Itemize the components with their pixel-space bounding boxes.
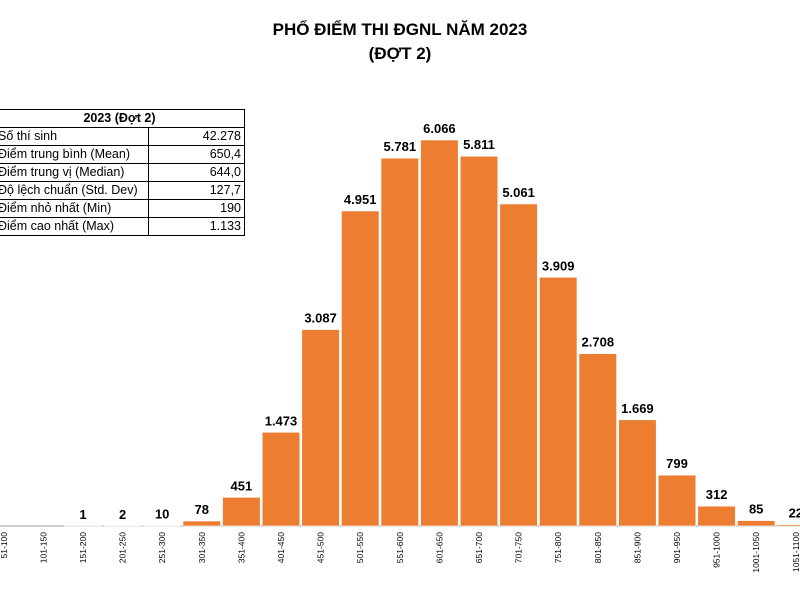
x-tick-label: 301-350 <box>197 532 207 563</box>
bar-value-label: 799 <box>666 456 688 471</box>
x-tick-label: 1051-1100 <box>791 532 800 572</box>
bar-value-label: 10 <box>155 506 169 521</box>
histogram-bar <box>459 155 499 527</box>
stat-value: 1.133 <box>148 217 245 236</box>
statistics-header-row: 2023 (Đợt 2) <box>0 109 245 128</box>
bar-value-label: 78 <box>195 502 209 517</box>
x-tick-label: 651-700 <box>474 532 484 563</box>
histogram-bar <box>341 210 380 527</box>
histogram-bar <box>776 524 800 527</box>
bar-value-label: 1.669 <box>621 401 654 416</box>
stat-label: Điểm trung bình (Mean) <box>0 145 149 164</box>
statistics-table: 2023 (Đợt 2) Số thí sinh 42.278 Điểm tru… <box>0 109 245 236</box>
bar-value-label: 85 <box>749 502 763 517</box>
bar-value-label: 3.909 <box>542 258 575 273</box>
x-tick-label: 51-100 <box>0 532 9 559</box>
stat-value: 644,0 <box>148 163 245 182</box>
stat-row-min: Điểm nhỏ nhất (Min) 190 <box>0 199 245 218</box>
x-tick-label: 1001-1050 <box>751 532 761 573</box>
x-tick-label: 951-1000 <box>712 532 722 568</box>
bar-value-label: 6.066 <box>423 121 456 136</box>
histogram-bar <box>697 505 736 527</box>
chart-title-block: PHỔ ĐIỂM THI ĐGNL NĂM 2023 (ĐỢT 2) <box>0 18 800 66</box>
bar-value-label: 5.811 <box>463 137 495 152</box>
bar-value-label: 1.473 <box>265 413 298 428</box>
histogram-bar <box>222 497 261 527</box>
stat-label: Số thí sinh <box>0 127 149 146</box>
histogram-bar <box>380 157 419 527</box>
bar-value-label: 22 <box>789 506 800 521</box>
histogram-bar <box>420 139 459 527</box>
bar-value-label: 1 <box>79 507 86 522</box>
stat-label: Điểm cao nhất (Max) <box>0 217 149 236</box>
histogram-bar <box>539 276 578 527</box>
x-tick-label: 551-600 <box>395 532 405 563</box>
x-tick-label: 251-300 <box>157 532 167 563</box>
x-tick-label: 851-900 <box>632 532 642 563</box>
bar-value-label: 4.951 <box>344 192 377 207</box>
x-tick-label: 101-150 <box>38 532 48 563</box>
histogram-bar <box>657 474 697 527</box>
bars-group <box>63 139 800 527</box>
x-tick-label: 701-750 <box>514 532 524 563</box>
histogram-bar <box>499 203 538 527</box>
chart-title: PHỔ ĐIỂM THI ĐGNL NĂM 2023 <box>272 20 528 39</box>
x-tick-label: 351-400 <box>236 532 246 563</box>
x-tick-label: 801-850 <box>593 532 603 563</box>
stat-value: 42.278 <box>148 127 245 146</box>
value-labels-group: 1 2 10 78 451 1.473 3.087 4.951 5.781 6.066 5.811 5… <box>79 121 800 522</box>
x-tick-label: 601-650 <box>434 532 444 563</box>
stat-label: Điểm nhỏ nhất (Min) <box>0 199 149 218</box>
stat-row-mean: Điểm trung bình (Mean) 650,4 <box>0 145 245 164</box>
x-tick-label: 901-950 <box>672 532 682 563</box>
stat-row-median: Điểm trung vị (Median) 644,0 <box>0 163 245 182</box>
stat-row-max: Điểm cao nhất (Max) 1.133 <box>0 217 245 236</box>
stat-value: 650,4 <box>148 145 245 164</box>
x-tick-label: 201-250 <box>118 532 128 563</box>
bar-value-label: 5.781 <box>384 139 417 154</box>
histogram-bar <box>261 431 301 527</box>
stat-row-stddev: Độ lệch chuẩn (Std. Dev) 127,7 <box>0 181 245 200</box>
bar-value-label: 3.087 <box>304 311 337 326</box>
histogram-bar <box>301 329 340 527</box>
histogram-bar <box>618 419 657 527</box>
x-tick-label: 501-550 <box>355 532 365 563</box>
chart-subtitle: (ĐỢT 2) <box>368 44 432 63</box>
stat-label: Điểm trung vị (Median) <box>0 163 149 182</box>
tick-labels-group: 51-100 101-150 151-200 201-250 251-300 301-35… <box>0 532 800 573</box>
stat-value: 127,7 <box>148 181 245 200</box>
stat-value: 190 <box>148 199 245 218</box>
histogram-bar <box>143 525 182 527</box>
histogram-bar <box>737 520 776 527</box>
bar-value-label: 2 <box>119 507 126 522</box>
histogram-bar <box>182 520 221 527</box>
bar-value-label: 5.061 <box>502 185 535 200</box>
x-tick-label: 751-800 <box>553 532 563 563</box>
bar-value-label: 312 <box>706 487 728 502</box>
histogram-bar <box>578 353 617 527</box>
statistics-header: 2023 (Đợt 2) <box>0 109 245 128</box>
stat-label: Độ lệch chuẩn (Std. Dev) <box>0 181 149 200</box>
x-tick-label: 151-200 <box>78 532 88 563</box>
x-tick-label: 451-500 <box>316 532 326 563</box>
stat-row-count: Số thí sinh 42.278 <box>0 127 245 146</box>
bar-value-label: 451 <box>231 478 253 493</box>
bar-value-label: 2.708 <box>582 335 615 350</box>
x-tick-label: 401-450 <box>276 532 286 563</box>
